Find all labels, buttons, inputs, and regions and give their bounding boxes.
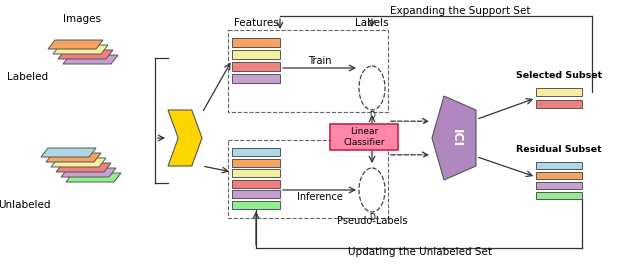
Bar [228,140,388,218]
Text: Expanding the Support Set: Expanding the Support Set [390,6,531,16]
Bar [232,62,280,71]
Text: Labeled: Labeled [8,72,49,82]
Text: Selected Subset: Selected Subset [516,71,602,80]
Text: Images: Images [63,14,101,24]
Bar [232,190,280,198]
Polygon shape [61,168,116,177]
Bar [536,88,582,96]
Polygon shape [41,148,96,157]
Polygon shape [53,45,108,54]
Text: Updating the Unlabeled Set: Updating the Unlabeled Set [348,247,492,257]
Text: Residual Subset: Residual Subset [516,145,602,154]
Polygon shape [51,158,106,167]
Bar [232,148,280,156]
Bar [232,180,280,187]
Text: feature
extractor: feature extractor [176,121,189,154]
Bar [536,192,582,199]
Bar [232,169,280,177]
Bar [232,50,280,59]
Polygon shape [56,163,111,172]
Bar [232,74,280,83]
Text: Pseudo-Labels: Pseudo-Labels [337,216,407,226]
Bar [228,30,388,112]
Ellipse shape [359,168,385,212]
Bar [536,100,582,108]
Bar [536,172,582,179]
Polygon shape [432,96,476,180]
Text: Linear
Classifier: Linear Classifier [343,127,385,147]
Bar [232,38,280,47]
Bar [232,200,280,209]
Polygon shape [168,110,202,166]
Polygon shape [58,50,113,59]
Text: ICI: ICI [450,129,463,147]
Ellipse shape [359,66,385,110]
Bar [232,158,280,167]
Text: A
B
C
D: A B C D [369,180,375,222]
Text: A
B
C
D: A B C D [369,78,375,120]
Text: Labels: Labels [355,18,389,28]
Polygon shape [63,55,118,64]
Text: Inference: Inference [296,192,342,202]
Text: Unlabeled: Unlabeled [0,200,51,210]
Polygon shape [66,173,121,182]
Polygon shape [48,40,103,49]
Bar [536,162,582,169]
Bar [536,182,582,189]
Text: Train: Train [308,56,332,66]
Bar [330,124,398,150]
Polygon shape [46,153,101,162]
Text: Features: Features [234,18,278,28]
